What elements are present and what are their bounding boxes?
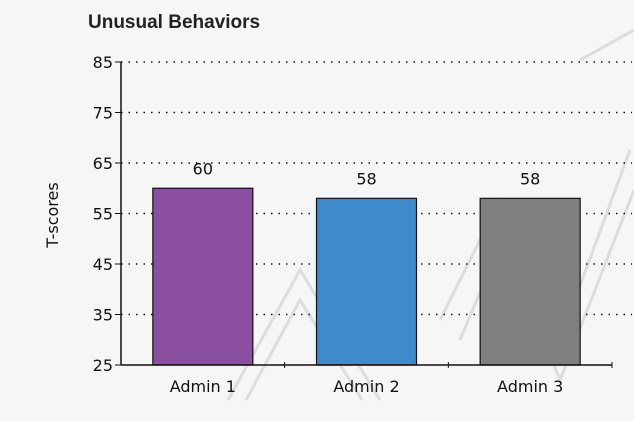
x-tick-label: Admin 2 [333,377,399,396]
y-tick-label: 35 [93,306,113,325]
y-tick-label: 75 [93,104,113,123]
data-label-2: 58 [356,169,376,188]
chart-title: Unusual Behaviors [88,12,260,33]
y-tick-label: 25 [93,356,113,375]
bar-1 [152,187,254,366]
bars: 60 58 58 [152,159,581,366]
y-tick-label: 45 [93,255,113,274]
y-tick-label: 65 [93,154,113,173]
x-tick-label: Admin 3 [497,377,563,396]
y-tick-label: 55 [93,205,113,224]
bar-3 [479,197,581,366]
x-axis-ticks: Admin 1 Admin 2 Admin 3 [170,362,613,396]
y-axis-ticks: 25 35 45 55 65 75 85 [93,53,121,375]
x-tick-label: Admin 1 [170,377,236,396]
y-axis-title: T-scores [43,182,62,248]
y-tick-label: 85 [93,53,113,72]
data-label-1: 60 [193,159,213,178]
data-label-3: 58 [520,169,540,188]
bar-2 [315,197,418,366]
